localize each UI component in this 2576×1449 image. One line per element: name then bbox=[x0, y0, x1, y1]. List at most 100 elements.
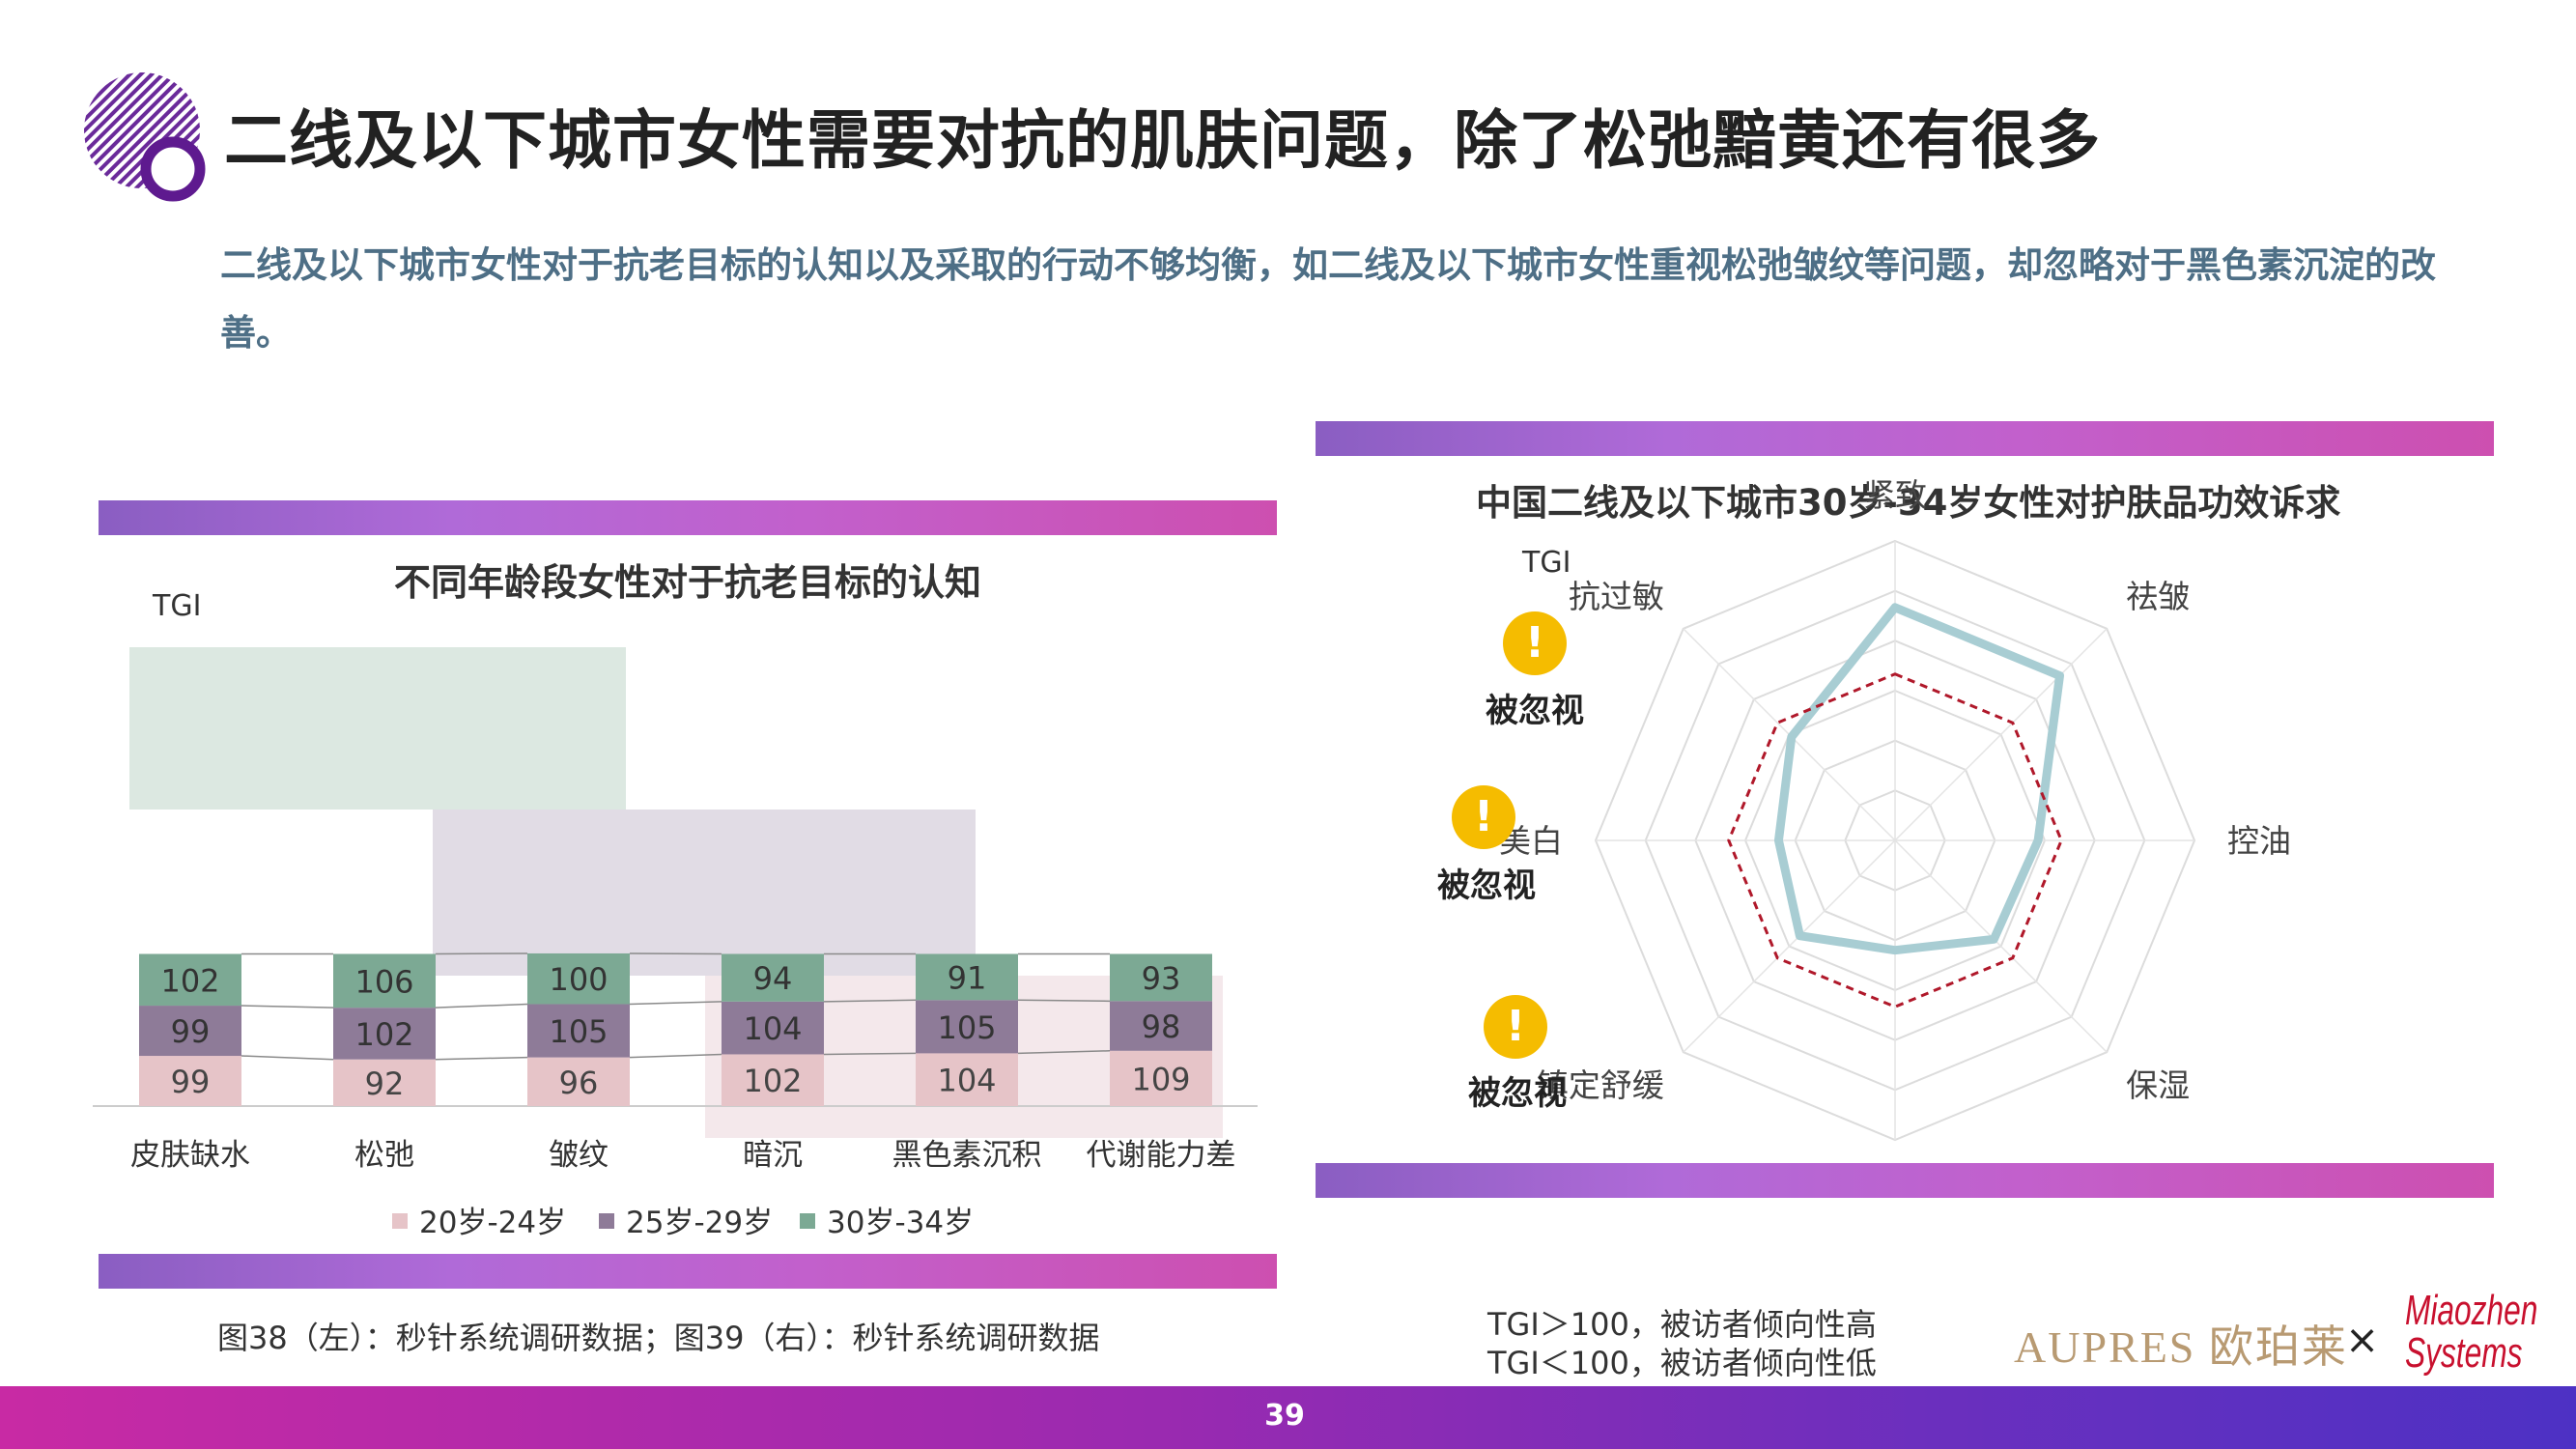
radar-axis-label: 紧致 bbox=[1863, 476, 1927, 514]
left-chart-bottom-band bbox=[99, 1254, 1277, 1289]
aupres-logo: AUPRES 欧珀莱 bbox=[2014, 1322, 2348, 1372]
connector-line bbox=[629, 952, 722, 955]
left-chart-title: 不同年龄段女性对于抗老目标的认知 bbox=[394, 561, 982, 604]
connector-line bbox=[435, 952, 528, 955]
footer-band bbox=[0, 1386, 2576, 1449]
bar-segment bbox=[333, 953, 436, 1009]
legend-label: 30岁-34岁 bbox=[827, 1206, 974, 1240]
connector-line bbox=[435, 1056, 528, 1061]
radar-axis-label: 控油 bbox=[2227, 822, 2291, 860]
bar-data-label: 99 bbox=[171, 1064, 211, 1100]
bar-segment bbox=[527, 1004, 630, 1058]
connector-line bbox=[823, 1052, 917, 1056]
page-number: 39 bbox=[1264, 1399, 1305, 1433]
legend-swatch bbox=[392, 1213, 408, 1229]
connector-line bbox=[1017, 999, 1111, 1003]
ignored-label-whitening: 被忽视 bbox=[1437, 867, 1536, 905]
legend-swatch bbox=[800, 1213, 815, 1229]
connector-line bbox=[241, 1005, 334, 1009]
bar-data-label: 98 bbox=[1142, 1009, 1181, 1045]
connector-line bbox=[629, 1001, 722, 1006]
x-tick-label: 皱纹 bbox=[549, 1138, 609, 1173]
radar-chart: 紧致祛皱控油保湿祛斑镇定舒缓美白抗过敏 bbox=[1499, 476, 2291, 1198]
radar-series-line bbox=[1773, 603, 2064, 955]
stacked-bar-chart: 99 99 102 皮肤缺水 92 102 106 松弛 96 105 100 皱纹 102 104 94 暗… bbox=[93, 647, 1258, 1240]
legend-label: 20岁-24岁 bbox=[419, 1206, 566, 1240]
brand-separator: × bbox=[2345, 1316, 2380, 1363]
radar-axis-label: 祛皱 bbox=[2126, 578, 2190, 615]
bar-data-label: 104 bbox=[937, 1063, 996, 1099]
bar-segment bbox=[139, 1056, 241, 1106]
bar-segment bbox=[1110, 953, 1212, 1002]
right-chart-title: 中国二线及以下城市30岁-34岁女性对护肤品功效诉求 bbox=[1476, 482, 2341, 524]
bar-segment bbox=[527, 952, 630, 1005]
bar-data-label: 102 bbox=[743, 1063, 802, 1099]
bar-data-label: 105 bbox=[937, 1009, 996, 1046]
page-title: 二线及以下城市女性需要对抗的肌肤问题，除了松弛黯黄还有很多 bbox=[224, 103, 2101, 178]
bar-segment bbox=[139, 1006, 241, 1057]
x-tick-label: 暗沉 bbox=[743, 1138, 803, 1173]
left-chart-ylabel: TGI bbox=[153, 589, 202, 623]
miaozhen-logo: Miaozhen Systems bbox=[2405, 1290, 2537, 1375]
x-tick-label: 皮肤缺水 bbox=[130, 1138, 250, 1173]
brand-logo-mark bbox=[84, 72, 206, 202]
ignored-label-soothing: 被忽视 bbox=[1468, 1074, 1567, 1113]
radar-spoke bbox=[1894, 839, 2108, 1053]
source-note: 图38（左）：秒针系统调研数据；图39（右）：秒针系统调研数据 bbox=[217, 1320, 1100, 1356]
right-chart-top-band bbox=[1316, 421, 2494, 456]
right-chart-tgi-label: TGI bbox=[1522, 546, 1571, 580]
bar-data-label: 109 bbox=[1131, 1061, 1190, 1097]
bar-data-label: 102 bbox=[354, 1016, 413, 1053]
legend-swatch bbox=[599, 1213, 614, 1229]
bar-data-label: 104 bbox=[743, 1010, 802, 1047]
radar-reference-line bbox=[1727, 672, 2063, 1009]
bar-data-label: 105 bbox=[549, 1013, 608, 1050]
connector-line bbox=[823, 999, 917, 1003]
bar-data-label: 94 bbox=[753, 960, 793, 997]
bar-segment bbox=[1110, 1001, 1212, 1051]
warning-icon: ! bbox=[1503, 611, 1567, 675]
radar-axis-label: 保湿 bbox=[2126, 1066, 2190, 1104]
x-tick-label: 松弛 bbox=[354, 1138, 414, 1173]
x-tick-label: 黑色素沉积 bbox=[892, 1138, 1042, 1173]
tgi-note-low: TGI＜100，被访者倾向性低 bbox=[1487, 1345, 1877, 1381]
right-chart-bottom-band bbox=[1316, 1163, 2494, 1198]
bar-data-label: 100 bbox=[549, 961, 608, 998]
bar-data-label: 96 bbox=[559, 1065, 599, 1101]
miaozhen-logo-line1: Miaozhen bbox=[2405, 1287, 2538, 1334]
legend-label: 25岁-29岁 bbox=[626, 1206, 773, 1240]
bar-segment bbox=[333, 1059, 436, 1106]
warning-icon: ! bbox=[1484, 995, 1547, 1059]
radar-axis-label: 镇定舒缓 bbox=[1537, 1066, 1664, 1104]
bar-segment bbox=[139, 953, 241, 1007]
bar-data-label: 92 bbox=[365, 1065, 405, 1102]
connector-line bbox=[435, 1003, 528, 1009]
radar-axis-label: 抗过敏 bbox=[1569, 578, 1664, 615]
bar-segment bbox=[722, 1001, 824, 1055]
bar-data-label: 93 bbox=[1142, 960, 1181, 997]
connector-line bbox=[241, 1055, 334, 1061]
miaozhen-logo-line2: Systems bbox=[2405, 1329, 2523, 1377]
connector-line bbox=[629, 1053, 722, 1059]
left-chart-top-band bbox=[99, 500, 1277, 535]
connector-line bbox=[1017, 1050, 1111, 1055]
radar-spoke bbox=[1894, 628, 2108, 841]
x-tick-label: 代谢能力差 bbox=[1087, 1138, 1236, 1173]
bar-segment bbox=[333, 1008, 436, 1060]
bar-data-label: 102 bbox=[160, 962, 219, 999]
page-subtitle: 二线及以下城市女性对于抗老目标的认知以及采取的行动不够均衡，如二线及以下城市女性… bbox=[220, 244, 2436, 354]
bar-segment bbox=[1110, 1050, 1212, 1106]
bar-data-label: 91 bbox=[948, 959, 987, 996]
bar-segment bbox=[527, 1057, 630, 1106]
bar-data-label: 106 bbox=[354, 963, 413, 1000]
bar-segment bbox=[916, 953, 1018, 1001]
bar-data-label: 99 bbox=[171, 1013, 211, 1050]
bar-segment bbox=[916, 1053, 1018, 1106]
bar-segment bbox=[722, 1054, 824, 1106]
bar-segment bbox=[722, 953, 824, 1002]
tgi-note-high: TGI＞100，被访者倾向性高 bbox=[1487, 1306, 1877, 1343]
bar-segment bbox=[916, 1000, 1018, 1054]
highlight-zone-teal bbox=[129, 647, 626, 810]
radar-spoke bbox=[1683, 839, 1896, 1053]
warning-icon: ! bbox=[1452, 785, 1515, 849]
